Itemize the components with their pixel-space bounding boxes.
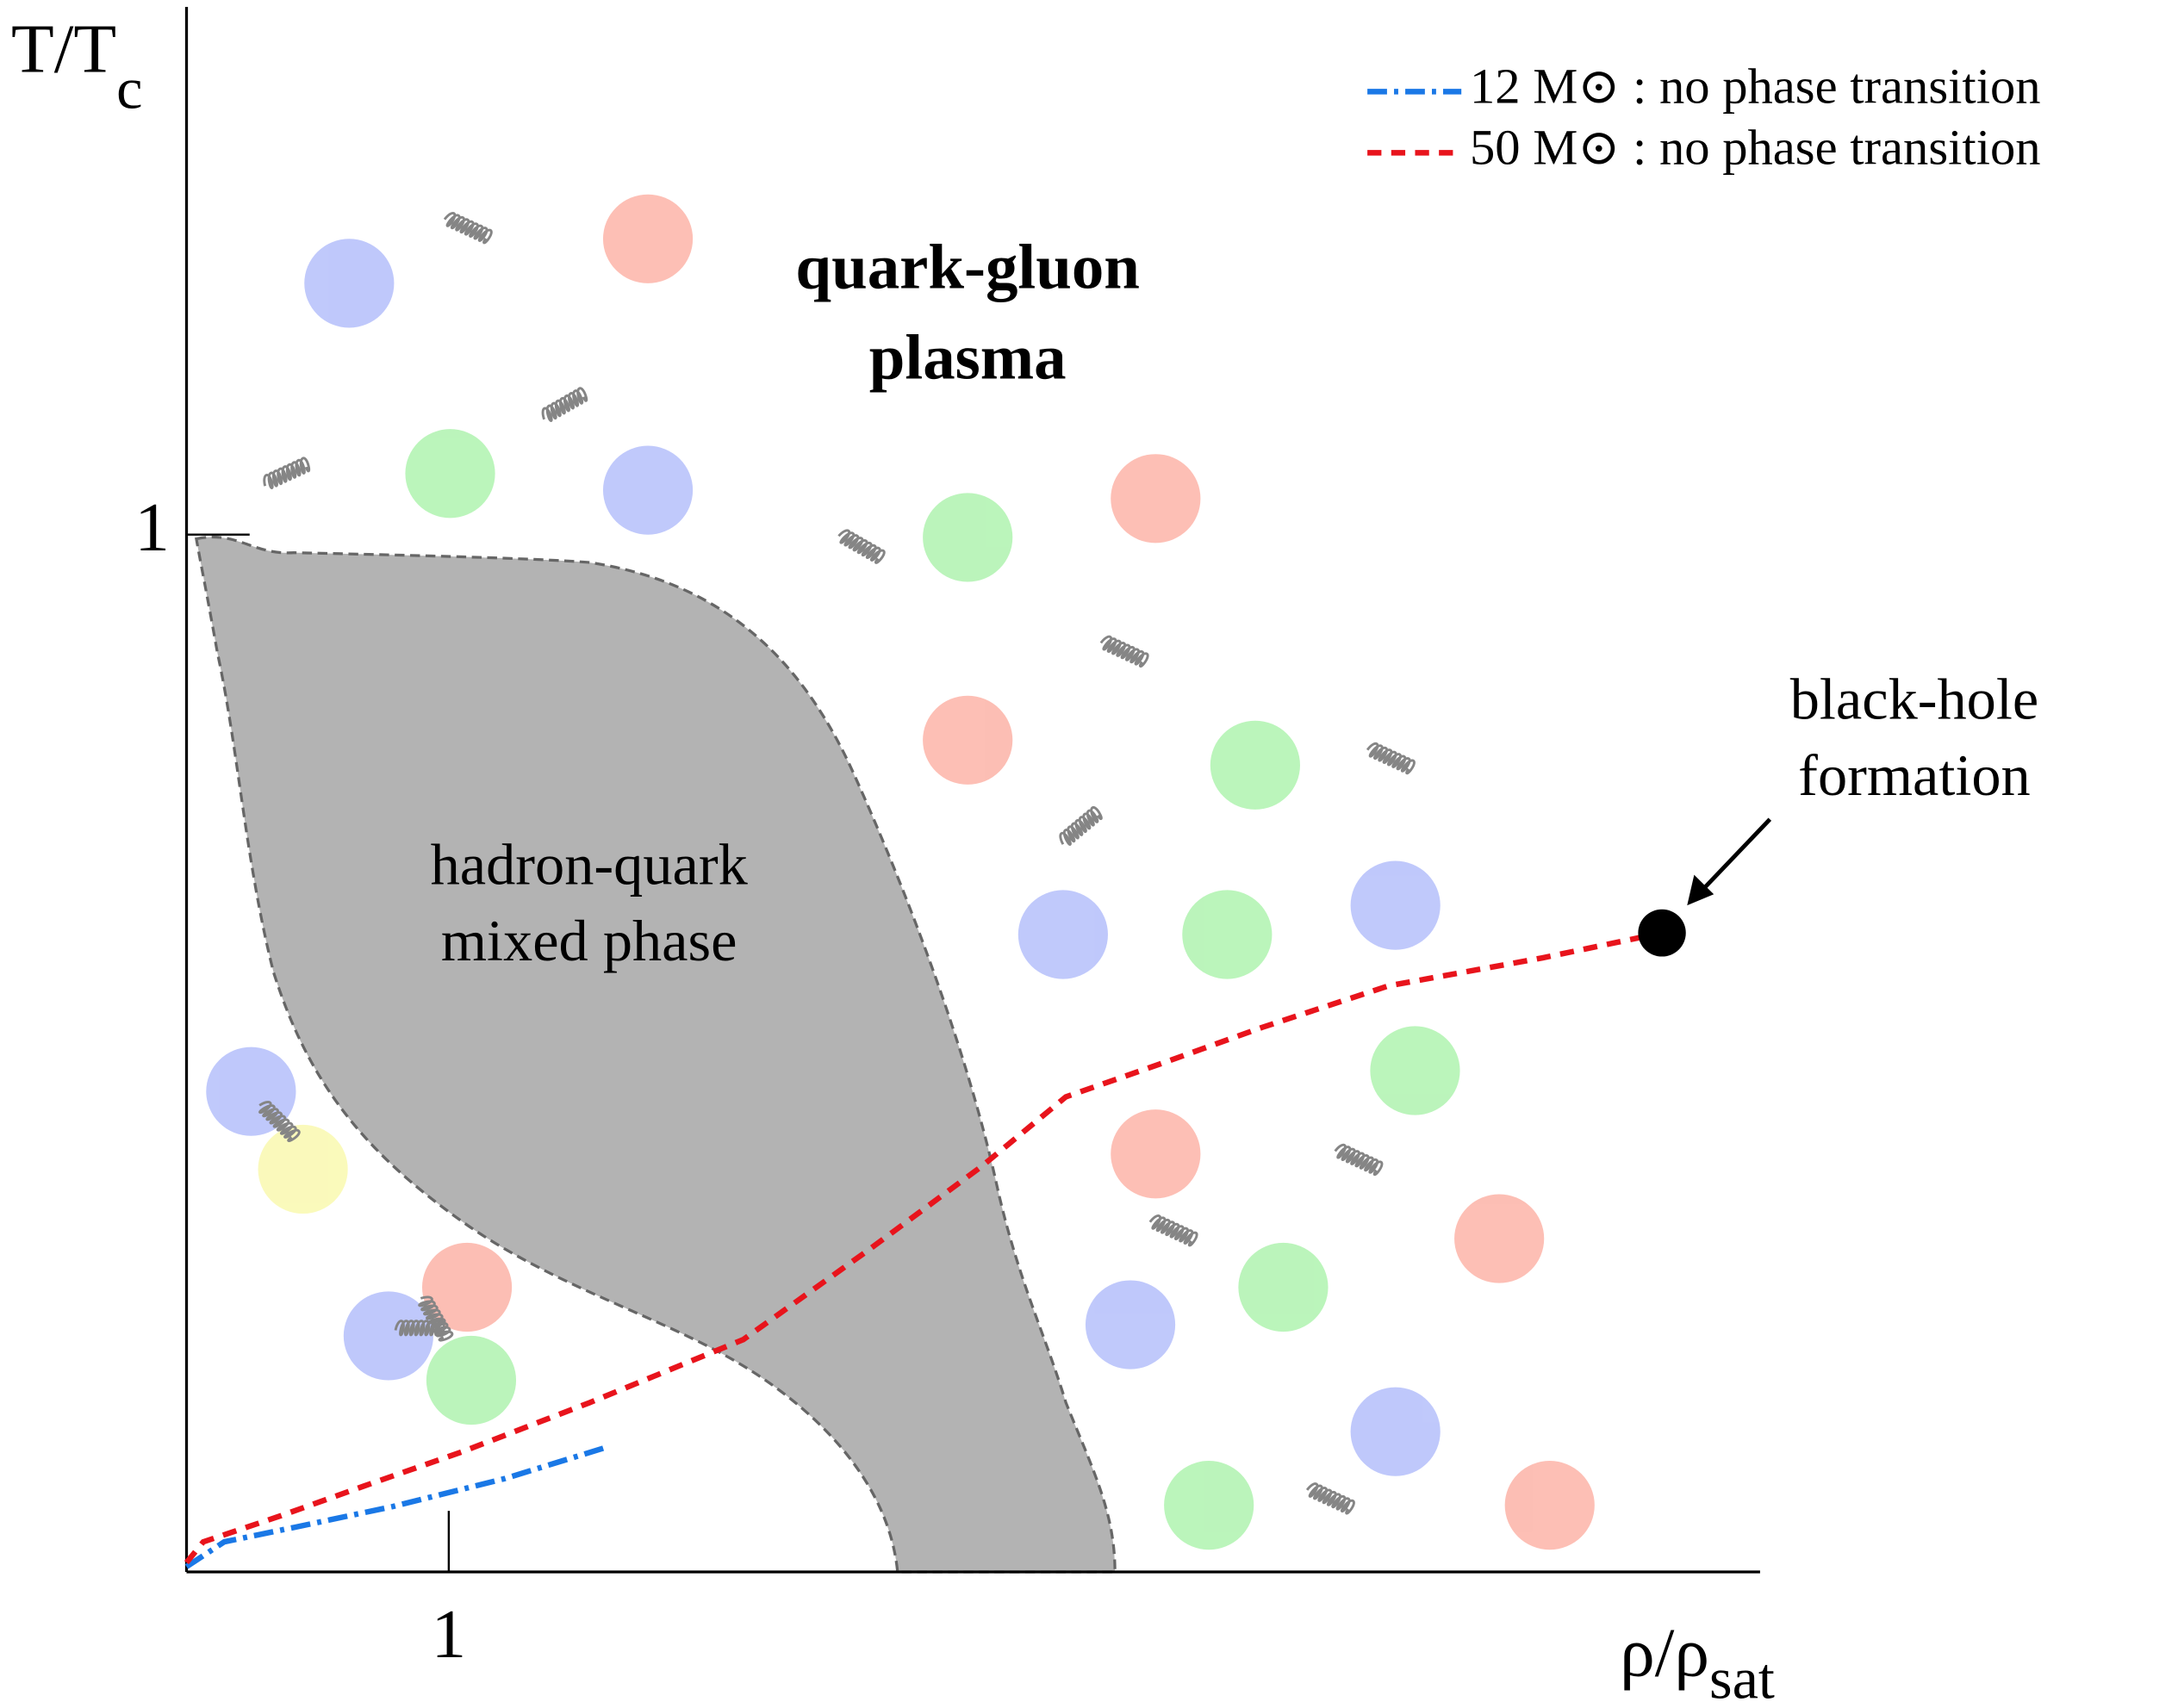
y-label-main: T/T xyxy=(11,9,116,87)
annotation: black-hole xyxy=(1790,667,2038,732)
y-tick-label: 1 xyxy=(134,489,170,567)
x-label-main: ρ/ρ xyxy=(1620,1613,1709,1691)
x-axis-label: ρ/ρsat xyxy=(1620,1613,1775,1708)
x-tick-label: 1 xyxy=(432,1595,467,1673)
particle xyxy=(1182,890,1272,978)
chart: ρ/ρsat T/Tc quark-gluon plasma hadron-qu… xyxy=(0,0,2178,1708)
region-label: hadron-quark xyxy=(431,832,749,897)
mixed-phase-region xyxy=(196,537,1115,1572)
gluon xyxy=(539,388,588,424)
gluon xyxy=(837,528,886,564)
legend-label: 50 M⊙ : no phase transition xyxy=(1470,120,2041,176)
gluon xyxy=(1057,806,1104,848)
particle xyxy=(1238,1243,1328,1332)
particle xyxy=(923,696,1012,785)
y-label-sub: c xyxy=(116,55,142,121)
page: {"chart_data": { "type": "line", "xlabel… xyxy=(0,0,2178,1708)
particle xyxy=(603,195,693,283)
particle xyxy=(1454,1194,1544,1283)
particle xyxy=(1351,1388,1441,1476)
annotation: formation xyxy=(1798,742,2031,808)
particle xyxy=(1111,454,1200,543)
gluon xyxy=(443,211,493,244)
gluon xyxy=(1333,1143,1383,1176)
particle xyxy=(405,429,495,518)
particle xyxy=(1351,861,1441,950)
black-hole-point xyxy=(1638,910,1685,957)
particle xyxy=(426,1336,516,1425)
region-label: quark-gluon xyxy=(795,233,1139,303)
particle xyxy=(923,493,1012,581)
particle xyxy=(603,446,693,535)
particle xyxy=(1111,1109,1200,1198)
particle xyxy=(1164,1461,1254,1550)
y-axis-label: T/Tc xyxy=(11,9,142,121)
region-label: mixed phase xyxy=(441,908,737,973)
region-label: plasma xyxy=(869,323,1067,394)
particle xyxy=(1210,721,1300,810)
gluon xyxy=(261,457,311,490)
particle xyxy=(1505,1461,1595,1550)
gluon xyxy=(1099,635,1149,668)
gluon xyxy=(1305,1481,1355,1514)
gluon xyxy=(1366,742,1416,774)
legend-label: 12 M⊙ : no phase transition xyxy=(1470,59,2041,115)
particle xyxy=(304,239,394,327)
annotation-arrow xyxy=(1697,819,1770,896)
particle xyxy=(1086,1280,1175,1369)
particle xyxy=(1370,1026,1459,1115)
series-line xyxy=(186,1447,606,1566)
gluon xyxy=(1148,1214,1198,1246)
particle xyxy=(258,1125,348,1214)
x-label-sub: sat xyxy=(1709,1645,1775,1708)
particle xyxy=(1018,890,1108,978)
